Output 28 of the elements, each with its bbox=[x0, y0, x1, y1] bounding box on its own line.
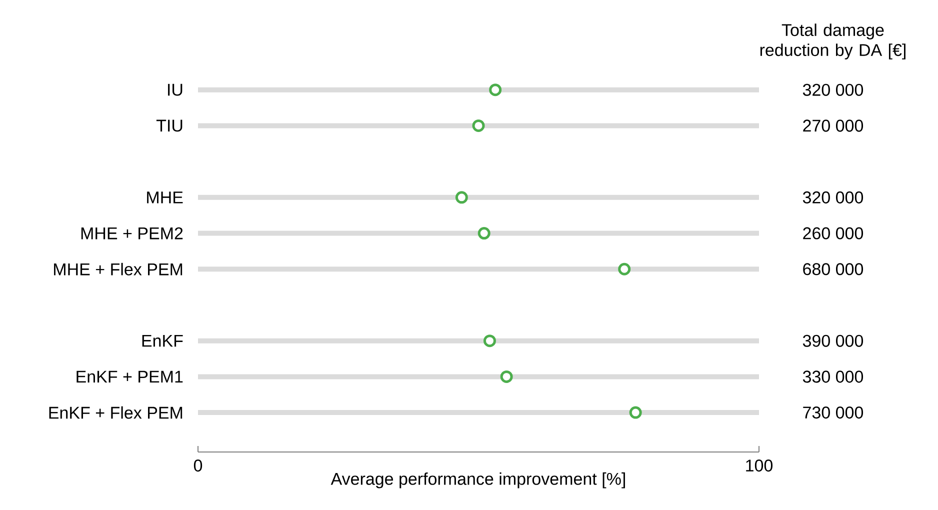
point bbox=[618, 262, 631, 276]
y-tick-label: EnKF + Flex PEM bbox=[49, 406, 182, 419]
y-tick-label: EnKF + PEM1 bbox=[76, 370, 183, 383]
y2-axis-title: Total damage reduction by DA [€] bbox=[760, 24, 906, 60]
y-tick-label: EnKF bbox=[142, 334, 183, 347]
y-tick-label: TIU bbox=[156, 120, 182, 132]
text: 390 000 bbox=[802, 334, 864, 347]
point bbox=[472, 119, 485, 132]
y-tick-label: IU bbox=[168, 84, 182, 96]
point bbox=[455, 191, 468, 204]
y-tick-label: MHE bbox=[147, 192, 183, 204]
point bbox=[500, 370, 513, 383]
text: 730 000 bbox=[803, 406, 864, 419]
text: 680 000 bbox=[803, 263, 864, 276]
point bbox=[489, 84, 502, 96]
x-tick-label: 100 bbox=[746, 460, 773, 472]
point bbox=[483, 334, 496, 348]
text: 320 000 bbox=[802, 84, 864, 96]
point bbox=[629, 406, 642, 419]
text: 330 000 bbox=[802, 370, 864, 383]
y-tick-label: MHE + Flex PEM bbox=[54, 262, 182, 276]
text: 260 000 bbox=[803, 227, 864, 240]
text: 270 000 bbox=[803, 120, 864, 132]
point bbox=[478, 227, 490, 240]
text: 320 000 bbox=[802, 191, 864, 204]
y-tick-label: MHE + PEM2 bbox=[81, 227, 183, 240]
x-tick-label: 0 bbox=[194, 460, 202, 472]
x-axis-title: Average performance improvement [%] bbox=[330, 472, 625, 488]
